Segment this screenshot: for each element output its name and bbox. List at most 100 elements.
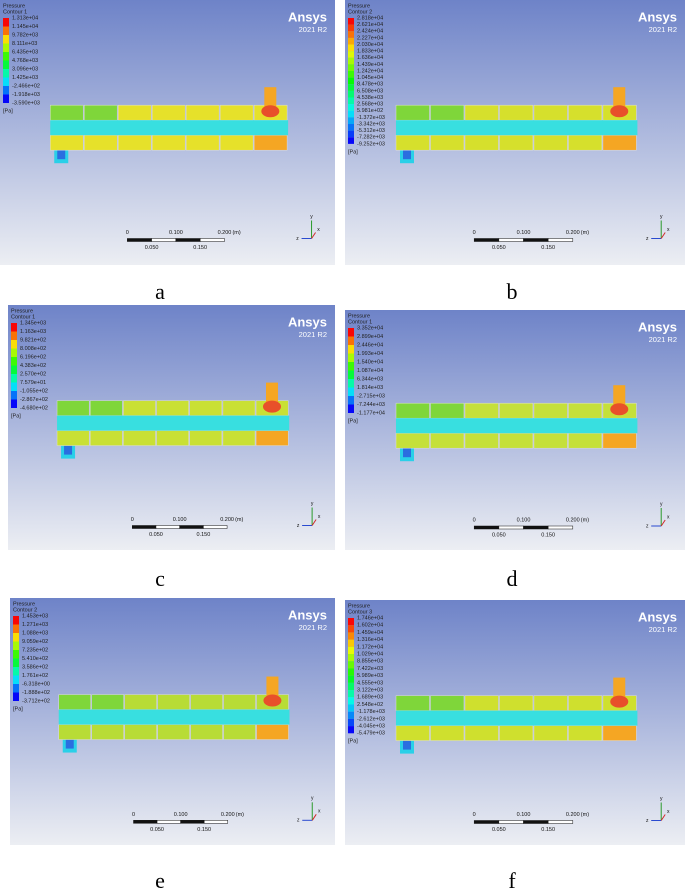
- block: [156, 400, 189, 416]
- logo: Ansys: [638, 609, 677, 624]
- color-band: [13, 633, 19, 642]
- legend-value: 1.088e+03: [22, 630, 48, 636]
- scale-label: 0.050: [145, 245, 159, 251]
- color-band: [13, 692, 19, 701]
- legend-subtitle: Contour 1: [11, 314, 35, 320]
- block: [395, 695, 430, 711]
- legend-value: 5.410e+02: [22, 656, 48, 662]
- block: [185, 104, 220, 121]
- legend-value: 1.163e+03: [20, 329, 46, 335]
- legend-value: -1.055e+02: [20, 388, 48, 394]
- color-band: [3, 94, 9, 103]
- scale-unit: (m): [236, 812, 244, 818]
- color-band: [348, 18, 354, 25]
- legend-subtitle: Contour 1: [3, 9, 27, 15]
- logo: Ansys: [288, 314, 327, 329]
- block: [124, 694, 157, 710]
- block: [499, 725, 534, 741]
- color-band: [348, 370, 354, 379]
- legend-value: -2.466e+02: [12, 83, 40, 89]
- version: 2021 R2: [649, 625, 677, 634]
- block: [91, 724, 124, 740]
- legend-value: 7.422e+03: [357, 666, 383, 672]
- color-band: [348, 37, 354, 45]
- axis-label: z: [296, 236, 299, 242]
- color-band: [348, 57, 354, 65]
- legend-value: -5.479e+03: [357, 731, 385, 737]
- legend-unit: [Pa]: [3, 108, 13, 114]
- scale-label: 0.100: [517, 517, 531, 523]
- axis-x: [311, 232, 316, 239]
- block: [117, 134, 152, 151]
- legend-value: -1.372e+03: [357, 115, 385, 121]
- color-band: [348, 104, 354, 111]
- legend-value: 8.008e+02: [20, 346, 46, 352]
- color-band: [348, 639, 354, 647]
- legend-unit: [Pa]: [348, 418, 358, 424]
- block: [499, 134, 534, 151]
- color-band: [348, 711, 354, 719]
- inlet-core: [64, 440, 73, 455]
- scale-segment: [156, 820, 181, 824]
- block: [123, 430, 156, 446]
- scale-label: 0.200: [221, 812, 235, 818]
- block: [430, 134, 465, 151]
- color-band: [11, 365, 17, 374]
- block: [568, 725, 603, 741]
- block: [464, 695, 499, 711]
- block: [499, 432, 534, 449]
- legend-value: 1.833e+04: [357, 49, 383, 55]
- legend-value: 1.029e+04: [357, 651, 383, 657]
- axis-label: y: [660, 214, 663, 220]
- color-band: [11, 399, 17, 408]
- block: [156, 430, 189, 446]
- color-band: [11, 374, 17, 383]
- color-band: [348, 404, 354, 413]
- block: [256, 724, 289, 740]
- block: [151, 104, 186, 121]
- version: 2021 R2: [299, 623, 327, 632]
- color-band: [348, 137, 354, 144]
- block: [568, 695, 603, 711]
- block: [123, 400, 156, 416]
- legend-value: 2.570e+02: [20, 371, 46, 377]
- legend-value: -7.282e+03: [357, 135, 385, 141]
- block: [533, 432, 568, 449]
- version: 2021 R2: [299, 330, 327, 339]
- block: [568, 432, 603, 449]
- legend-value: 1.453e+03: [22, 613, 48, 619]
- legend-value: 2.548e+02: [357, 702, 383, 708]
- color-band: [348, 379, 354, 388]
- axis-x: [311, 814, 317, 821]
- axis-label: x: [318, 514, 321, 520]
- scale-segment: [133, 820, 158, 824]
- legend-title: Pressure: [3, 3, 25, 9]
- scale-segment: [151, 238, 177, 242]
- block: [464, 725, 499, 741]
- block: [499, 104, 534, 121]
- block: [58, 694, 91, 710]
- legend-value: 1.439e+04: [357, 62, 383, 68]
- block: [568, 104, 603, 121]
- block: [117, 104, 152, 121]
- outlet: [266, 382, 279, 403]
- legend-unit: [Pa]: [348, 739, 358, 745]
- legend-value: 7.235e+02: [22, 647, 48, 653]
- legend-value: 1.425e+03: [12, 75, 38, 81]
- color-band: [348, 668, 354, 676]
- block: [83, 134, 118, 151]
- scale-label: 0.200: [218, 230, 232, 236]
- scale-unit: (m): [581, 230, 589, 236]
- block: [602, 725, 637, 741]
- color-band: [348, 704, 354, 712]
- legend-value: 2.899e+04: [357, 334, 383, 340]
- block: [255, 430, 289, 446]
- color-band: [13, 624, 19, 633]
- legend-value: -4.045e+03: [357, 724, 385, 730]
- legend-value: 1.172e+04: [357, 644, 383, 650]
- legend-value: 2.621e+04: [357, 22, 383, 28]
- axis-label: y: [660, 796, 663, 802]
- scale-segment: [473, 820, 500, 824]
- outlet: [266, 676, 279, 697]
